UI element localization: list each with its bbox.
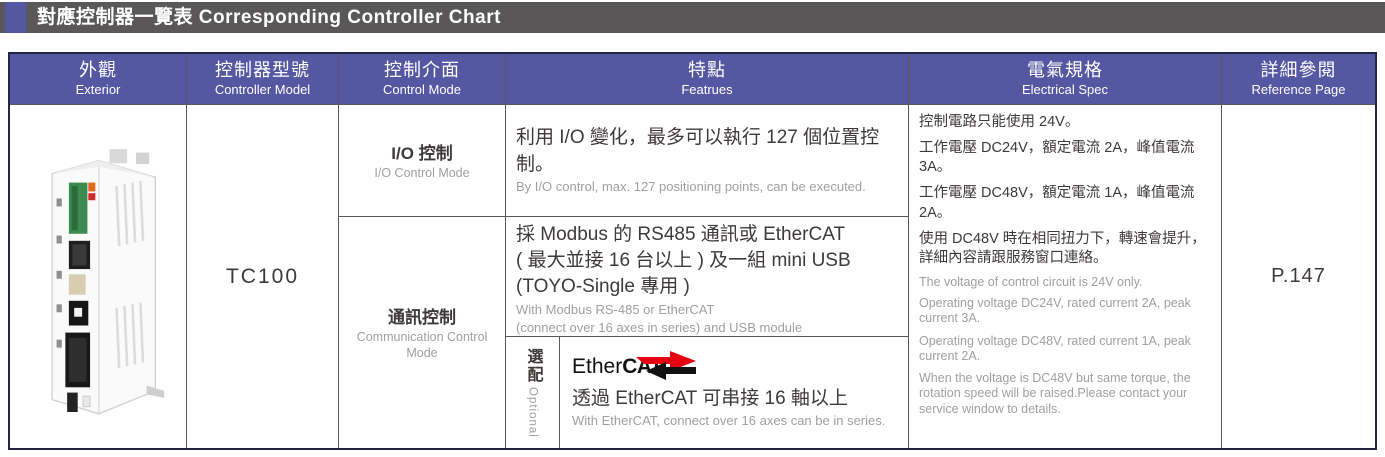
header-controller-model: 控制器型號 Controller Model xyxy=(187,54,339,105)
feature-ethercat-en: With EtherCAT, connect over 16 axes can … xyxy=(572,413,886,429)
header-reference-page-en: Reference Page xyxy=(1251,81,1346,97)
feature-comm-zh-line1: 採 Modbus 的 RS485 通訊或 EtherCAT xyxy=(516,224,846,245)
header-controller-model-en: Controller Model xyxy=(214,81,311,97)
electrical-zh-p4: 使用 DC48V 時在相同扭力下，轉速會提升，詳細內容請跟服務窗口連絡。 xyxy=(919,230,1206,266)
electrical-zh-p3: 工作電壓 DC48V，額定電流 1A，峰值電流 2A。 xyxy=(919,185,1195,221)
header-features-zh: 特點 xyxy=(688,60,726,81)
electrical-en-p4: When the voltage is DC48V but same torqu… xyxy=(919,371,1191,416)
page-title-zh: 對應控制器一覽表 xyxy=(37,7,194,28)
header-control-mode: 控制介面 Control Mode xyxy=(339,54,506,105)
section-title-bar: 對應控制器一覽表 Corresponding Controller Chart xyxy=(0,2,1385,33)
electrical-zh-p2: 工作電壓 DC24V，額定電流 2A，峰值電流 3A。 xyxy=(919,140,1195,176)
feature-comm-en-line2: (connect over 16 axes in series) and USB… xyxy=(516,319,803,335)
header-reference-page-zh: 詳細參閱 xyxy=(1260,60,1337,81)
controller-model-cell: TC100 xyxy=(187,105,339,448)
feature-comm-zh-line2: ( 最大並接 16 台以上 ) 及一組 mini USB xyxy=(516,250,851,272)
feature-io-en: By I/O control, max. 127 positioning poi… xyxy=(516,178,866,194)
controller-chart-table: 外觀 Exterior 控制器型號 Controller Model 控制介面 … xyxy=(8,52,1377,450)
header-features-en: Featrues xyxy=(681,81,733,97)
header-features: 特點 Featrues xyxy=(506,54,909,105)
reference-page-cell: P.147 xyxy=(1222,105,1375,448)
mode-comm-en: Communication Control Mode xyxy=(356,330,488,360)
header-reference-page: 詳細參閱 Reference Page xyxy=(1222,54,1375,105)
feature-ethercat-cell: EtherCAT.® 透過 EtherCAT 可串接 16 軸以上 With E… xyxy=(560,337,909,448)
feature-comm-cell: 採 Modbus 的 RS485 通訊或 EtherCAT ( 最大並接 16 … xyxy=(506,217,909,337)
ethercat-logo-text-ether: Ether xyxy=(572,354,623,378)
header-exterior: 外觀 Exterior xyxy=(10,54,187,105)
header-exterior-zh: 外觀 xyxy=(79,60,117,81)
header-electrical-spec: 電氣規格 Electrical Spec xyxy=(909,54,1222,105)
ethercat-logo: EtherCAT.® xyxy=(572,350,896,385)
mode-comm-cell: 通訊控制 Communication Control Mode xyxy=(339,217,506,448)
reference-page-value: P.147 xyxy=(1271,265,1326,287)
page-title-en: Corresponding Controller Chart xyxy=(198,7,501,28)
mode-io-zh: I/O 控制 xyxy=(391,144,453,164)
ethercat-arrows-icon xyxy=(636,350,696,380)
optional-label-en: Optional xyxy=(526,386,539,438)
feature-io-cell: 利用 I/O 變化，最多可以執行 127 個位置控制。 By I/O contr… xyxy=(506,105,909,217)
optional-label-cell: 選配 Optional xyxy=(506,337,560,448)
header-electrical-spec-en: Electrical Spec xyxy=(1022,81,1108,97)
electrical-en-p1: The voltage of control circuit is 24V on… xyxy=(919,274,1143,289)
feature-io-zh: 利用 I/O 變化，最多可以執行 127 個位置控制。 xyxy=(516,127,880,175)
electrical-zh-p1: 控制電路只能使用 24V。 xyxy=(919,114,1080,130)
header-control-mode-zh: 控制介面 xyxy=(384,60,460,81)
header-controller-model-zh: 控制器型號 xyxy=(215,60,310,81)
page-title: 對應控制器一覽表 Corresponding Controller Chart xyxy=(37,2,501,33)
feature-comm-zh-line3: (TOYO-Single 專用 ) xyxy=(516,276,690,298)
controller-photo xyxy=(51,148,165,414)
controller-model-value: TC100 xyxy=(225,264,300,288)
feature-ethercat-zh: 透過 EtherCAT 可串接 16 軸以上 xyxy=(572,387,848,409)
feature-comm-en-line1: With Modbus RS-485 or EtherCAT xyxy=(516,301,715,317)
header-electrical-spec-zh: 電氣規格 xyxy=(1027,60,1103,81)
header-exterior-en: Exterior xyxy=(75,81,121,97)
optional-label-zh: 選配 xyxy=(524,347,542,384)
mode-io-en: I/O Control Mode xyxy=(374,166,470,181)
mode-comm-zh: 通訊控制 xyxy=(388,308,456,328)
electrical-en-p3: Operating voltage DC48V, rated current 1… xyxy=(919,333,1191,363)
exterior-photo-cell xyxy=(10,105,187,448)
electrical-en-p2: Operating voltage DC24V, rated current 2… xyxy=(919,296,1191,326)
electrical-spec-cell: 控制電路只能使用 24V。 工作電壓 DC24V，額定電流 2A，峰值電流 3A… xyxy=(909,105,1222,448)
header-control-mode-en: Control Mode xyxy=(382,81,462,97)
mode-io-cell: I/O 控制 I/O Control Mode xyxy=(339,105,506,217)
title-accent-square xyxy=(5,2,26,33)
